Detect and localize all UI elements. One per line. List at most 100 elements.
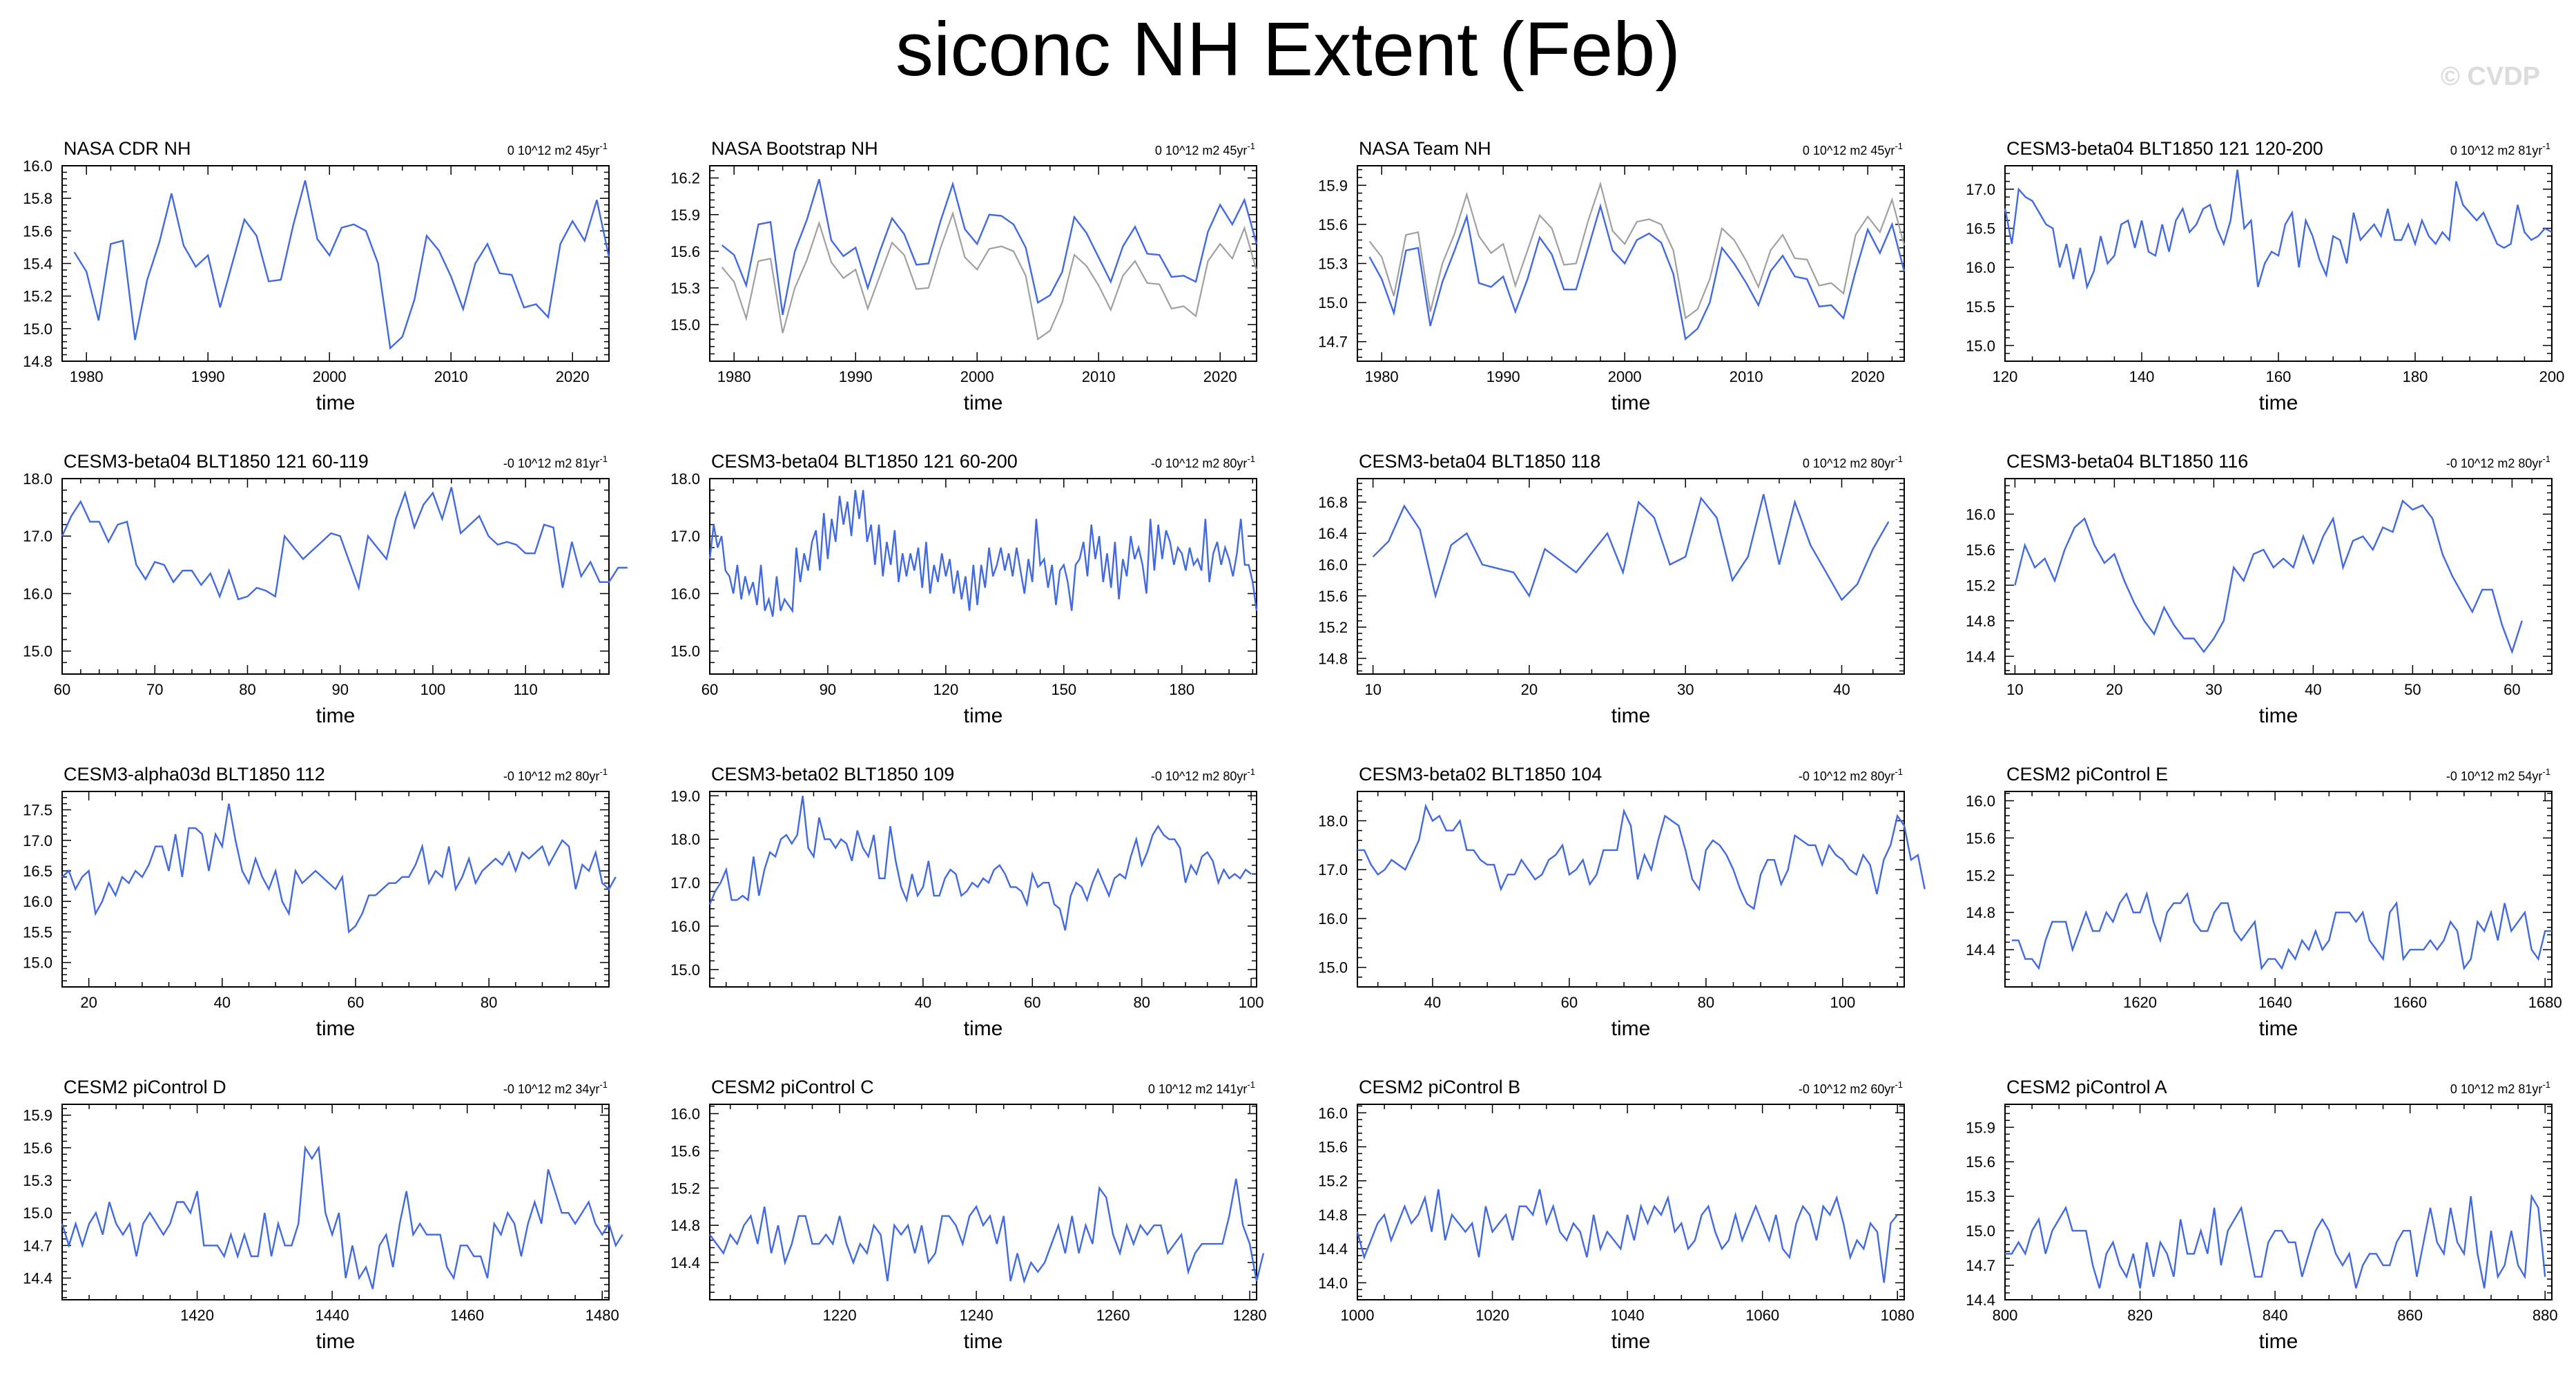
series-line [1368,203,1906,341]
x-tick-label: 20 [2106,681,2122,698]
x-tick-label: 1060 [1745,1307,1779,1324]
x-tick-label: 40 [1833,681,1850,698]
x-axis-label: time [1611,704,1651,727]
y-tick-label: 14.4 [1966,1291,1995,1309]
x-tick-label: 1980 [717,368,751,385]
x-tick-label: 120 [1993,368,2018,385]
panel-title: CESM2 piControl C [711,1077,874,1097]
trend-label: -0 10^12 m2 54yr-1 [2446,767,2550,783]
x-tick-label: 860 [2397,1307,2423,1324]
y-tick-label: 14.4 [1318,1240,1348,1258]
y-tick-label: 15.3 [670,280,700,297]
x-axis-label: time [2259,392,2298,414]
y-tick-label: 14.0 [1318,1274,1348,1291]
panel-title: CESM3-beta04 BLT1850 121 60-200 [711,451,1018,472]
x-tick-label: 160 [2266,368,2292,385]
y-tick-label: 15.0 [23,320,52,338]
plot-frame [2004,791,2553,988]
panel-title: NASA CDR NH [64,138,191,159]
y-tick-label: 17.0 [23,832,52,849]
x-tick-label: 80 [1133,994,1150,1011]
y-tick-label: 17.0 [670,874,700,892]
series-line [721,179,1258,316]
trend-superscript: -1 [2542,767,2550,777]
chart-panel: NASA CDR NH 0 10^12 m2 45yr-1 1980 1990 2000… [23,138,610,414]
y-tick-label: 17.0 [670,528,700,545]
x-tick-label: 60 [54,681,70,698]
plot-frame [1357,1104,1905,1300]
x-tick-label: 150 [1051,681,1076,698]
panel-title: CESM2 piControl B [1359,1077,1520,1097]
x-tick-label: 1080 [1881,1307,1915,1324]
y-tick-label: 16.0 [1966,259,1995,276]
y-tick-label: 16.0 [670,918,700,935]
x-tick-label: 1990 [839,368,873,385]
y-tick-label: 18.0 [23,470,52,488]
trend-label: 0 10^12 m2 81yr-1 [2450,141,2550,157]
y-tick-label: 14.7 [1966,1257,1995,1274]
plot-frame [709,165,1257,362]
panel-title: CESM3-beta04 BLT1850 121 60-119 [64,451,369,472]
chart-panel: CESM2 piControl E -0 10^12 m2 54yr-1 1620 1… [1966,764,2562,1040]
x-tick-label: 1440 [316,1307,349,1324]
plot-frame [61,1104,610,1300]
y-tick-label: 15.6 [1966,1153,1995,1171]
y-tick-label: 14.8 [1318,1207,1348,1224]
chart-panel: CESM2 piControl C 0 10^12 m2 141yr-1 1220 1… [670,1077,1266,1353]
panel-title: CESM3-alpha03d BLT1850 112 [64,764,325,785]
series-line [73,180,610,350]
y-tick-label: 15.9 [1966,1119,1995,1136]
plot-frame [709,791,1257,988]
page-title: siconc NH Extent (Feb) [895,7,1681,92]
chart-panel: CESM3-beta04 BLT1850 121 60-119 -0 10^12 … [23,451,628,727]
y-tick-label: 16.0 [1318,557,1348,574]
y-tick-label: 16.2 [670,170,700,187]
y-tick-label: 16.0 [1966,506,1995,523]
y-tick-label: 14.7 [1318,334,1348,351]
chart-panel: CESM3-beta04 BLT1850 121 60-200 -0 10^12 … [670,451,1258,727]
x-axis-label: time [964,704,1003,727]
x-tick-label: 90 [331,681,348,698]
chart-panel: CESM3-beta02 BLT1850 104 -0 10^12 m2 80yr… [1318,764,1926,1040]
plot-frame [1357,791,1905,988]
plot-frame [61,478,610,675]
trend-label: 0 10^12 m2 141yr-1 [1148,1079,1255,1096]
y-tick-label: 15.9 [1318,177,1348,194]
y-tick-label: 15.6 [670,243,700,260]
x-tick-label: 60 [1024,994,1040,1011]
y-tick-label: 16.5 [1966,220,1995,238]
x-tick-label: 50 [2404,681,2421,698]
x-tick-label: 2020 [556,368,590,385]
x-tick-label: 880 [2533,1307,2558,1324]
x-tick-label: 70 [146,681,163,698]
x-axis-label: time [316,704,356,727]
x-tick-label: 110 [514,681,538,698]
y-tick-label: 15.6 [1318,216,1348,233]
y-tick-label: 16.0 [670,585,700,602]
series-line [2011,891,2552,971]
trend-superscript: -1 [1895,1079,1903,1090]
panel-title: NASA Team NH [1359,138,1491,159]
x-tick-label: 20 [1521,681,1538,698]
chart-panel: CESM3-beta04 BLT1850 118 0 10^12 m2 80yr-… [1318,451,1905,727]
x-tick-label: 40 [915,994,931,1011]
y-tick-label: 15.2 [1318,619,1348,636]
y-tick-label: 16.4 [1318,525,1348,542]
chart-panel: CESM2 piControl A 0 10^12 m2 81yr-1 800 820… [1966,1077,2557,1353]
x-tick-label: 1620 [2123,994,2157,1011]
y-tick-label: 15.3 [1966,1188,1995,1205]
watermark: © CVDP [2440,62,2540,91]
x-tick-label: 30 [2205,681,2222,698]
chart-panel: NASA Team NH 0 10^12 m2 45yr-1 1980 1990 200… [1318,138,1906,414]
y-tick-label: 15.6 [670,1142,700,1160]
y-tick-label: 15.4 [23,256,52,273]
y-tick-label: 18.0 [670,470,700,488]
trend-superscript: -1 [2542,454,2550,464]
y-tick-label: 14.8 [1318,650,1348,667]
x-tick-label: 820 [2127,1307,2153,1324]
series-line [708,796,1252,931]
plot-frame [709,1104,1257,1300]
x-tick-label: 840 [2263,1307,2288,1324]
